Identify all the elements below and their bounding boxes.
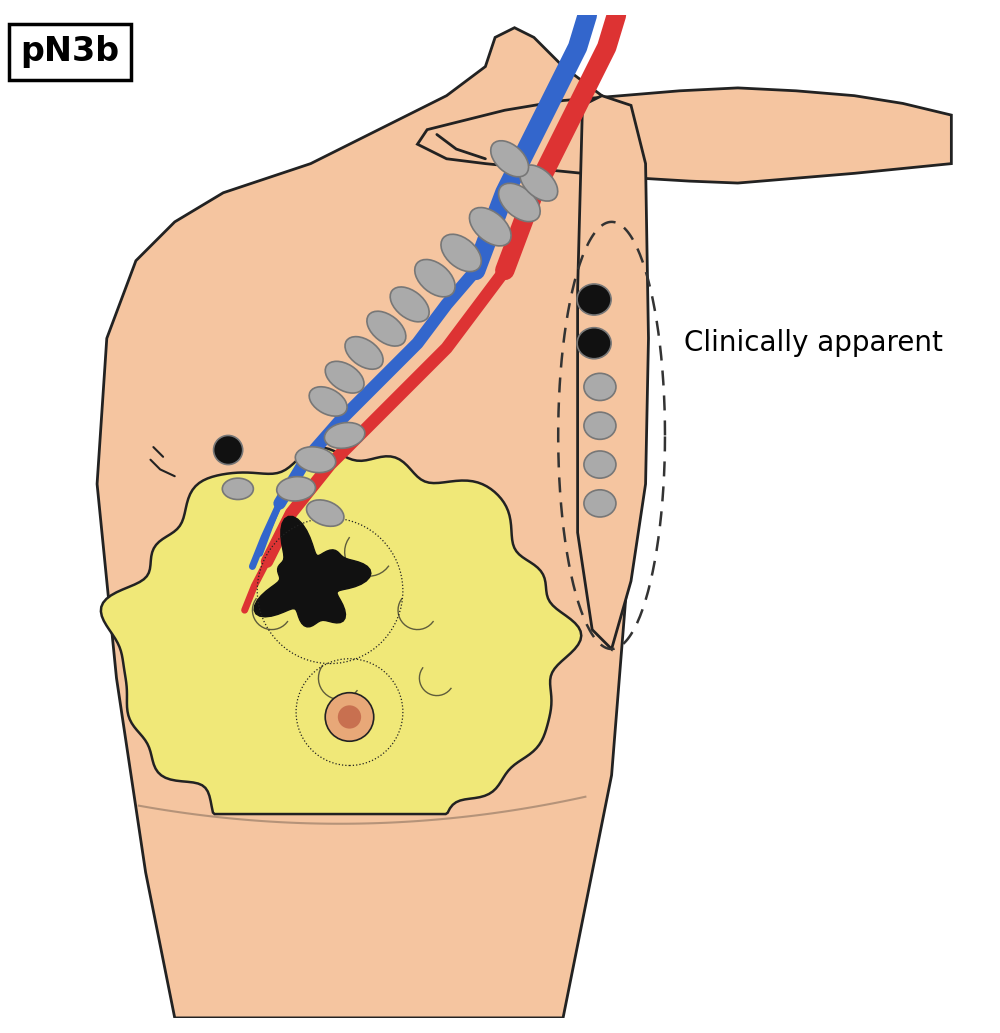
Ellipse shape	[277, 476, 315, 501]
Ellipse shape	[309, 386, 347, 416]
Polygon shape	[101, 447, 581, 814]
Ellipse shape	[469, 208, 511, 246]
Polygon shape	[97, 28, 641, 1018]
Ellipse shape	[214, 436, 243, 465]
Ellipse shape	[577, 327, 611, 358]
Ellipse shape	[390, 287, 429, 322]
Ellipse shape	[520, 165, 558, 201]
Ellipse shape	[367, 311, 406, 346]
Ellipse shape	[345, 337, 383, 369]
Ellipse shape	[306, 500, 344, 526]
Ellipse shape	[584, 373, 616, 401]
Polygon shape	[578, 96, 648, 649]
Ellipse shape	[222, 478, 253, 500]
Polygon shape	[417, 88, 951, 183]
Polygon shape	[254, 516, 371, 627]
Circle shape	[325, 693, 374, 742]
Circle shape	[338, 706, 361, 728]
Ellipse shape	[577, 284, 611, 315]
Ellipse shape	[325, 362, 364, 393]
Ellipse shape	[584, 412, 616, 439]
Text: pN3b: pN3b	[20, 35, 119, 68]
Ellipse shape	[491, 140, 529, 177]
Ellipse shape	[584, 451, 616, 478]
Ellipse shape	[415, 259, 455, 296]
Ellipse shape	[584, 490, 616, 516]
Ellipse shape	[499, 183, 540, 222]
Text: Clinically apparent: Clinically apparent	[684, 330, 943, 357]
Ellipse shape	[324, 422, 365, 448]
Ellipse shape	[295, 447, 336, 473]
Ellipse shape	[441, 234, 481, 272]
